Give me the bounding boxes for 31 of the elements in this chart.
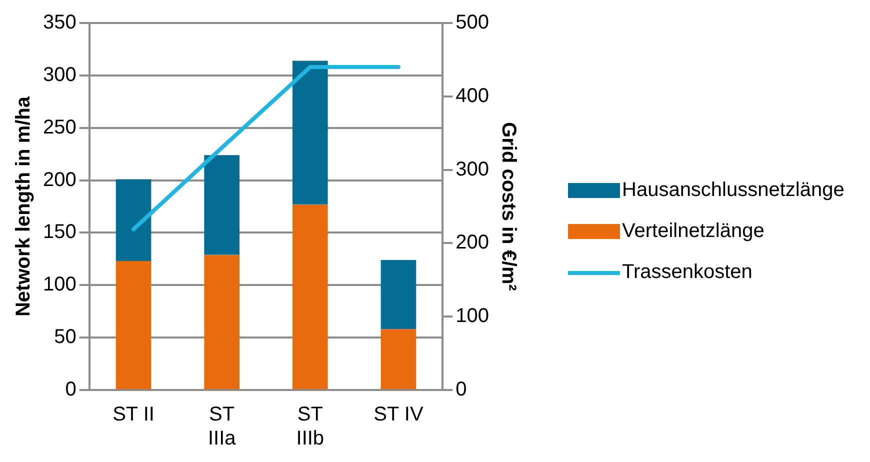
bar — [116, 261, 152, 389]
x-tick-label: ST II — [112, 404, 154, 426]
y2-tick-label: 500 — [456, 12, 490, 34]
bar — [116, 179, 152, 262]
legend-label: Trassenkosten — [622, 260, 754, 284]
y-tick-label: 150 — [42, 221, 76, 244]
y-tick-label: 250 — [42, 116, 76, 138]
bar — [380, 260, 416, 330]
x-tick-label: ST IIIb — [296, 404, 324, 450]
y-tick-label: 0 — [65, 378, 76, 401]
y-tick-label: 200 — [42, 168, 76, 191]
y-tick-label: 50 — [54, 326, 76, 348]
y-tick-label: 350 — [42, 12, 76, 34]
y-axis-title: Network length in m/ha — [12, 96, 35, 317]
bar — [204, 254, 240, 389]
x-tick-label: ST IV — [374, 404, 424, 426]
y2-tick-label: 300 — [456, 158, 490, 180]
bar — [380, 329, 416, 389]
bar — [292, 204, 328, 389]
y2-tick-label: 100 — [456, 305, 490, 328]
legend-label: Verteilnetzlänge — [622, 220, 766, 242]
y-tick-label: 100 — [42, 274, 76, 296]
y2-tick-label: 400 — [456, 84, 490, 107]
legend-label: Hausanschlussnetzlänge — [622, 178, 846, 202]
y2-axis-title: Grid costs in €/m² — [497, 122, 520, 292]
y2-tick-label: 200 — [456, 232, 490, 254]
y-tick-label: 300 — [42, 64, 76, 86]
x-tick-label: ST IIIa — [208, 404, 237, 450]
bar — [204, 155, 240, 255]
y2-tick-label: 0 — [456, 378, 467, 401]
bar — [292, 60, 328, 204]
